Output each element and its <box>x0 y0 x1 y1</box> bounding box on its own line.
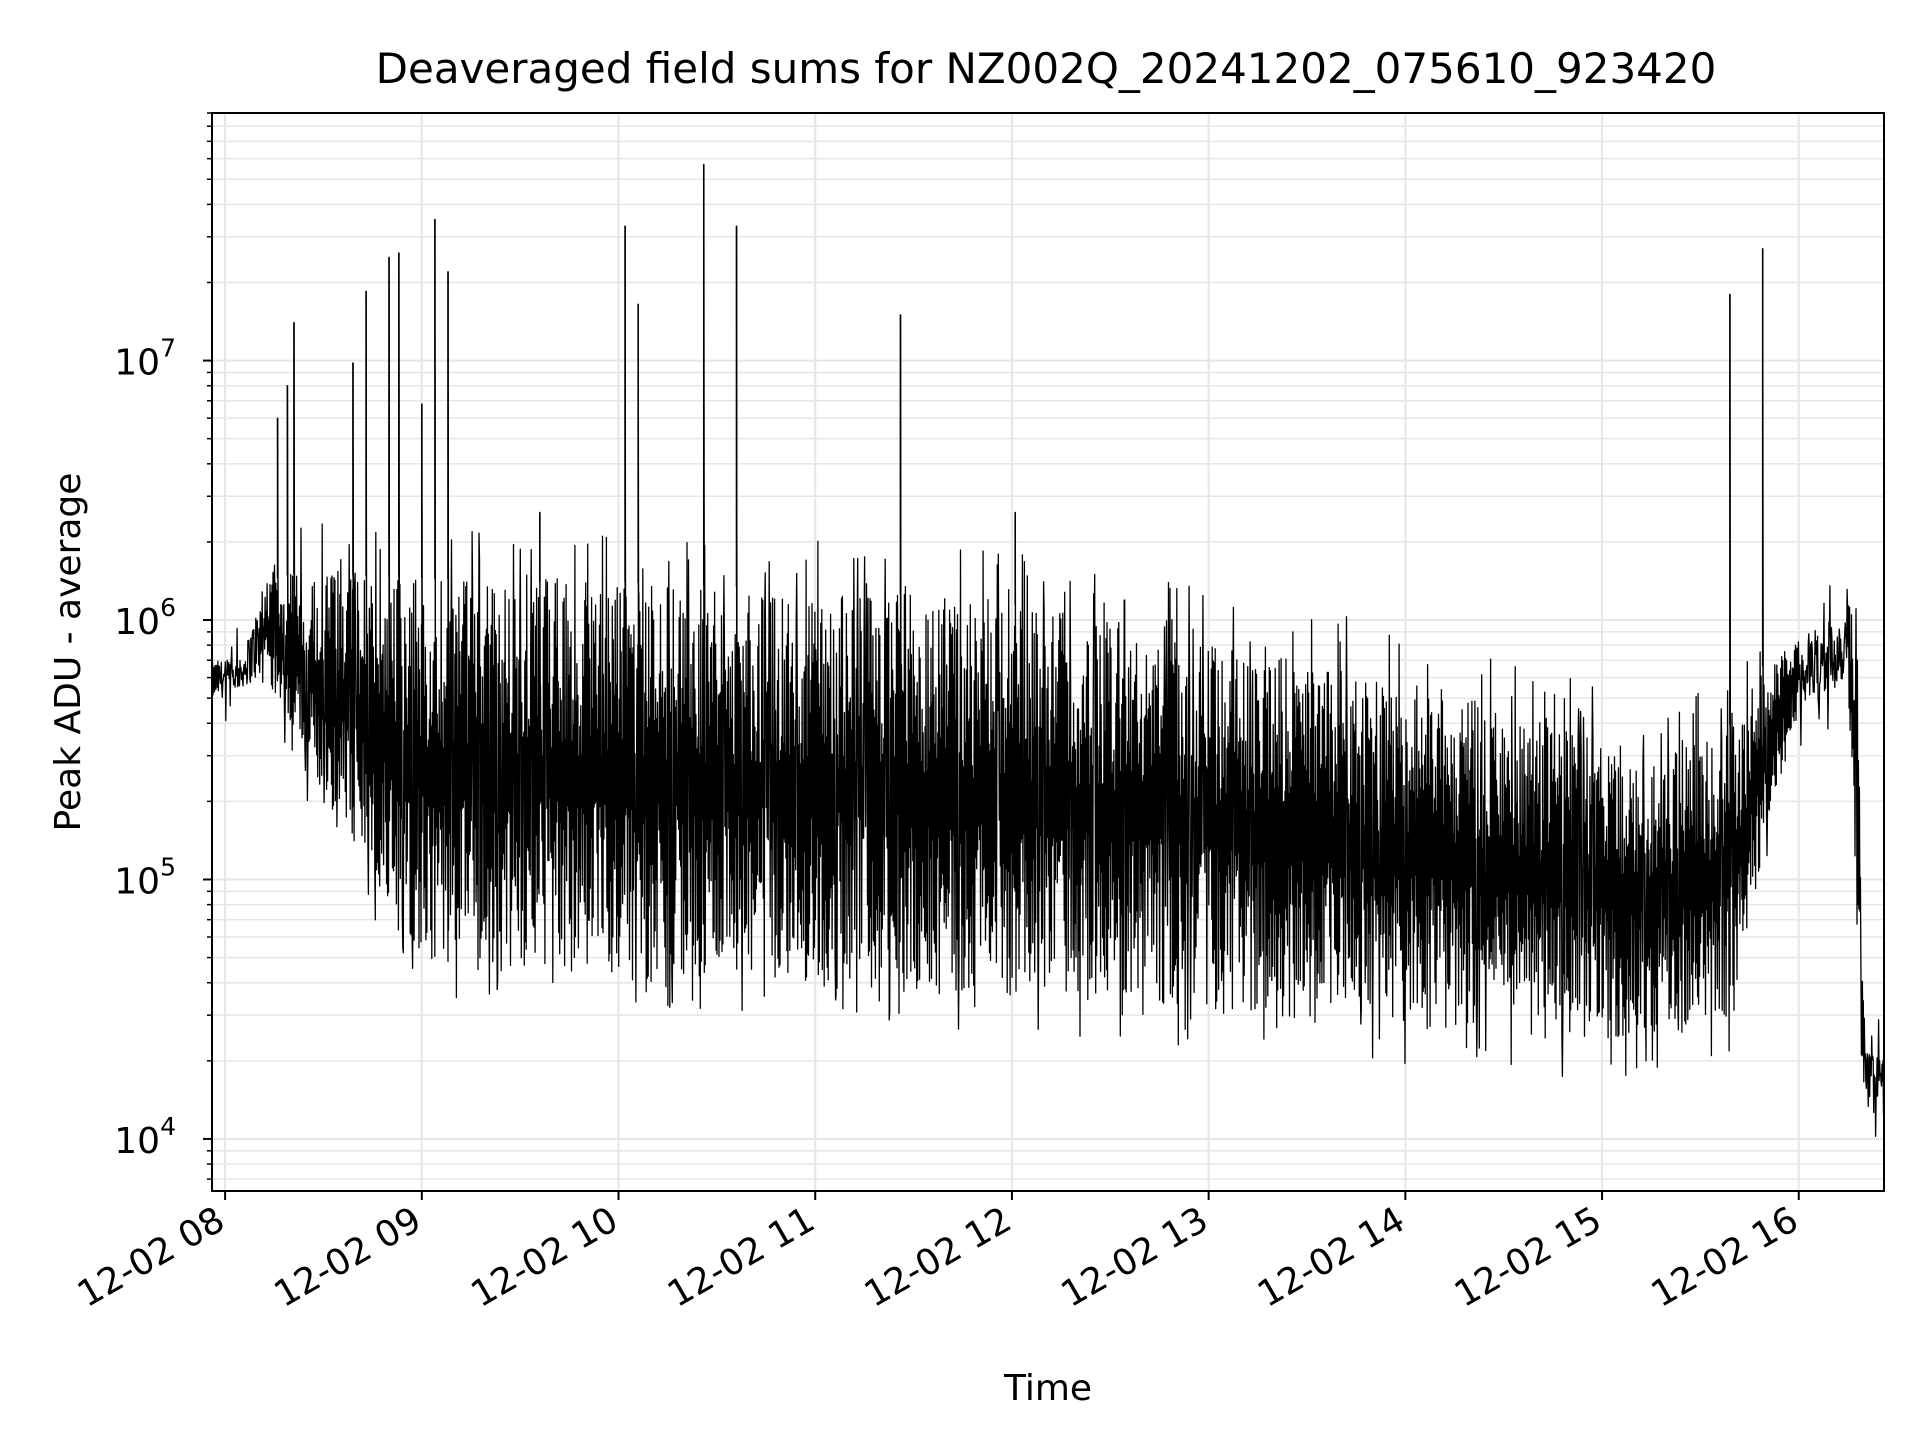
series-line <box>212 163 1884 1137</box>
y-tick-label: 107 <box>114 334 176 384</box>
chart-title: Deaveraged field sums for NZ002Q_2024120… <box>376 44 1717 93</box>
x-axis-label: Time <box>1003 1368 1092 1409</box>
plot-frame <box>211 112 1885 1192</box>
y-tick-label: 105 <box>114 852 176 902</box>
y-axis-label: Peak ADU - average <box>48 473 89 832</box>
data-area <box>212 163 1884 1137</box>
